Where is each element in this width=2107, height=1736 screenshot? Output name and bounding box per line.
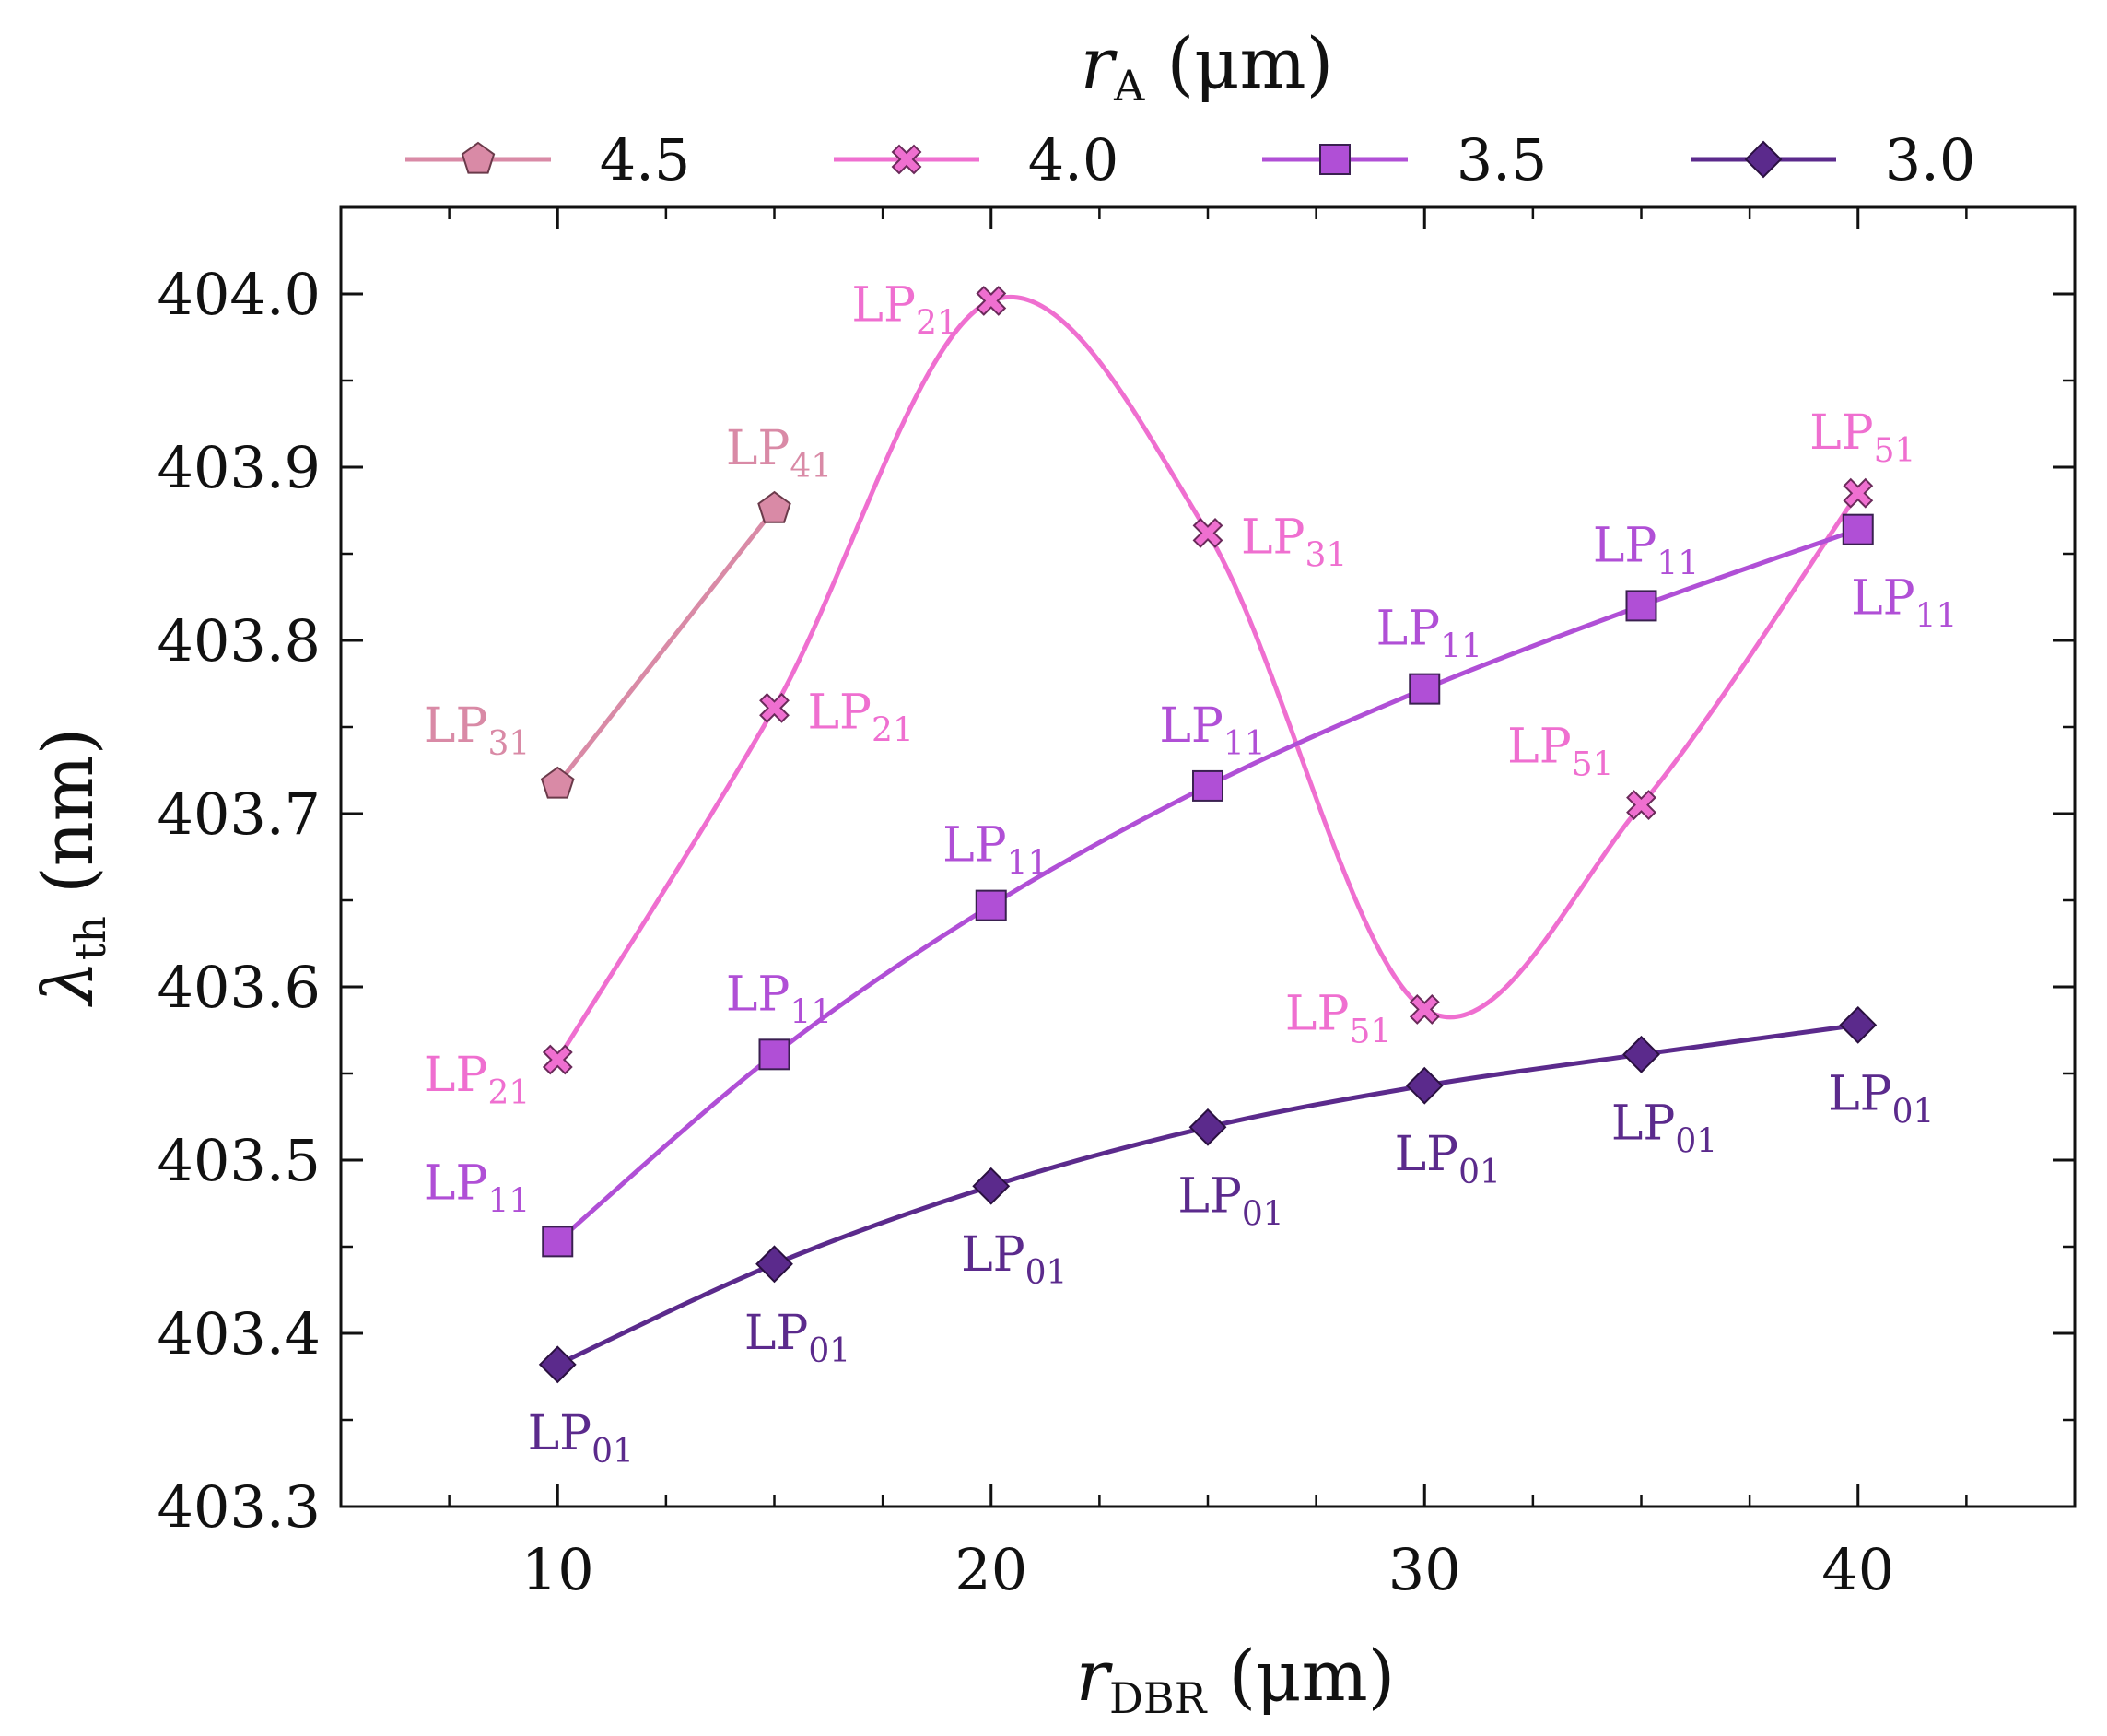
legend: rA (μm) 4.5 4.0 3.5 3.0: [405, 22, 1975, 194]
data-point: [542, 1044, 573, 1075]
x-tick-label: 40: [1821, 1536, 1894, 1603]
legend-label: 4.5: [600, 126, 691, 194]
data-point: [540, 766, 575, 799]
series-4.5: LP31 LP41: [424, 421, 832, 799]
point-label: LP11: [726, 967, 832, 1031]
point-label: LP01: [528, 1406, 634, 1471]
x-tick-label: 20: [954, 1536, 1027, 1603]
point-label: LP11: [1376, 602, 1482, 666]
axis-ticks: 10 20 30 40 403.3 403.4 403.5 403.6 403.7 403.8 40…: [158, 207, 2077, 1603]
data-point: [1622, 1035, 1660, 1073]
y-tick-label: 403.3: [158, 1473, 322, 1541]
data-point: [1409, 673, 1441, 705]
y-axis-title: λth (nm): [27, 728, 115, 1008]
series-4.0: LP21 LP21 LP21 LP31 LP51 LP51 LP51: [424, 278, 1916, 1112]
legend-title: rA (μm): [1081, 22, 1334, 111]
point-label: LP01: [1828, 1066, 1934, 1131]
legend-label: 4.0: [1028, 126, 1119, 194]
data-point: [976, 286, 1007, 316]
data-point: [1405, 1066, 1444, 1105]
legend-entry-4.5: 4.5: [405, 126, 690, 194]
data-point: [1842, 513, 1874, 545]
data-point: [1188, 1108, 1227, 1146]
data-point: [758, 1038, 790, 1071]
series-3.5: LP11 LP11 LP11 LP11 LP11 LP11 LP11: [424, 513, 1957, 1258]
data-point: [1409, 993, 1440, 1025]
legend-marker: [461, 141, 496, 174]
legend-label: 3.0: [1885, 126, 1976, 194]
point-label: LP51: [1809, 405, 1915, 470]
data-point: [1192, 517, 1223, 548]
point-label: LP51: [1507, 720, 1613, 784]
data-point: [755, 1245, 793, 1284]
y-tick-label: 404.0: [158, 261, 322, 328]
point-label: LP31: [1241, 510, 1347, 574]
data-point: [759, 692, 790, 723]
point-label: LP31: [424, 698, 530, 763]
data-point: [1626, 790, 1656, 821]
legend-label: 3.5: [1457, 126, 1548, 194]
y-tick-label: 403.8: [158, 607, 322, 674]
data-point: [972, 1167, 1011, 1205]
y-tick-label: 403.9: [158, 434, 322, 501]
y-tick-label: 403.7: [158, 780, 322, 848]
legend-entry-3.5: 3.5: [1262, 126, 1547, 194]
point-label: LP11: [1593, 518, 1699, 582]
data-point: [1839, 1005, 1878, 1044]
data-point: [975, 889, 1007, 921]
point-label: LP11: [424, 1155, 530, 1220]
data-point: [1843, 477, 1874, 509]
data-point: [542, 1226, 574, 1258]
point-label: LP21: [851, 278, 957, 343]
point-label: LP21: [808, 685, 914, 749]
data-point: [538, 1345, 577, 1384]
y-tick-label: 403.6: [158, 954, 322, 1021]
legend-marker: [891, 144, 922, 175]
point-label: LP11: [1159, 698, 1265, 763]
series-line: [556, 294, 1860, 1062]
legend-entry-4.0: 4.0: [834, 126, 1118, 194]
data-point: [1192, 769, 1223, 802]
legend-marker: [1319, 144, 1351, 175]
x-axis-title: rDBR (μm): [1076, 1635, 1396, 1723]
y-tick-label: 403.4: [158, 1300, 322, 1367]
point-label: LP11: [1851, 571, 1957, 636]
point-label: LP01: [1395, 1127, 1501, 1191]
y-tick-label: 403.5: [158, 1127, 322, 1194]
plot-frame: [339, 205, 2077, 1508]
point-label: LP41: [726, 421, 832, 486]
legend-marker: [1744, 140, 1783, 179]
data-point: [1625, 590, 1657, 622]
point-label: LP01: [1177, 1168, 1283, 1233]
axis-titles: rDBR (μm) λth (nm): [27, 728, 1395, 1723]
point-label: LP01: [961, 1227, 1067, 1292]
x-tick-label: 30: [1388, 1536, 1461, 1603]
point-label: LP51: [1285, 986, 1391, 1050]
series-layer: LP31LP41LP21LP21LP21LP31LP51LP51LP51LP11…: [424, 278, 1958, 1471]
series-3.0: LP01 LP01 LP01 LP01 LP01 LP01 LP01: [528, 1005, 1934, 1471]
series-line: [556, 507, 777, 786]
point-label: LP01: [744, 1306, 850, 1370]
legend-entry-3.0: 3.0: [1691, 126, 1975, 194]
x-tick-label: 10: [521, 1536, 594, 1603]
point-label: LP01: [1611, 1096, 1717, 1160]
point-label: LP21: [424, 1048, 530, 1112]
point-label: LP11: [942, 818, 1048, 883]
data-point: [757, 490, 791, 523]
